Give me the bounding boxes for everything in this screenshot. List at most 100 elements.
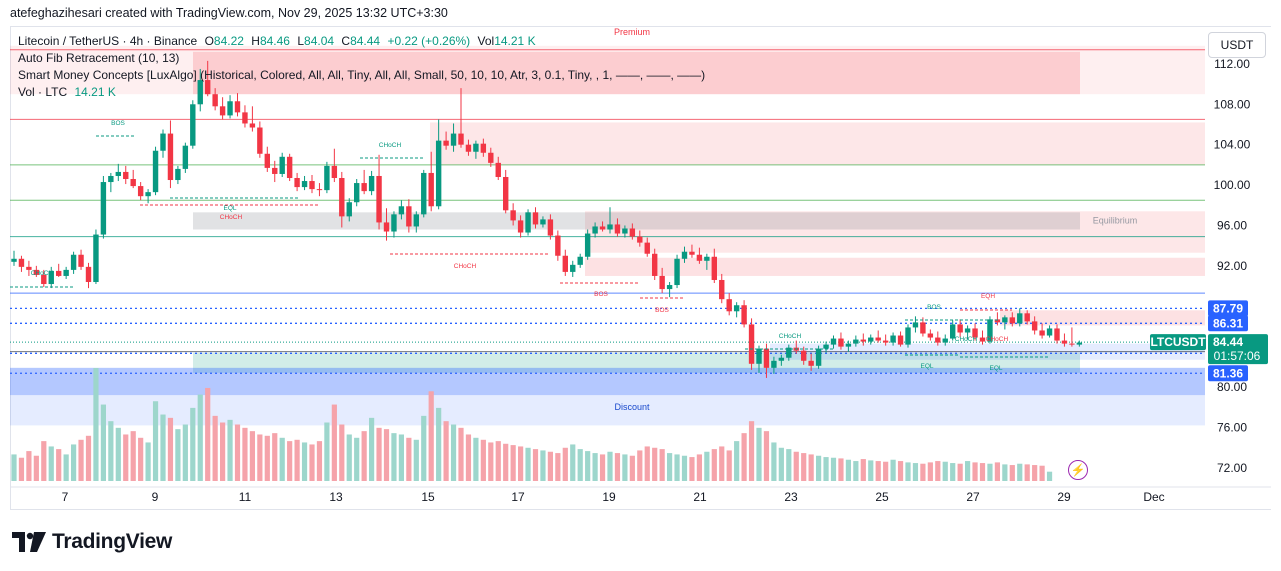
volume-bar: [525, 447, 531, 481]
smc-label-choch: CHoCH: [955, 336, 978, 343]
legend-vol-value: 14.21 K: [494, 34, 536, 48]
candle-body: [242, 112, 248, 124]
candle-body: [301, 181, 308, 188]
price-tag-bg: [1208, 365, 1248, 382]
volume-bar: [406, 437, 412, 481]
smc-label-eql: EQL: [920, 363, 933, 370]
volume-bar: [242, 427, 248, 481]
lightning-icon[interactable]: ⚡: [1068, 460, 1088, 480]
candle-body: [726, 299, 732, 312]
volume-bar: [890, 459, 896, 481]
candle-body: [78, 254, 84, 267]
candle-body: [517, 220, 524, 233]
equilibrium-zone: [193, 212, 1080, 230]
candle-body: [48, 270, 54, 285]
legend-c-label: C: [341, 34, 351, 48]
volume-bar: [883, 461, 889, 481]
volume-bar: [667, 453, 673, 481]
candle-body: [368, 175, 375, 192]
candle-body: [465, 144, 472, 152]
volume-bar: [421, 415, 427, 481]
volume-bar: [465, 434, 472, 481]
discount-zone-green: [193, 352, 1080, 373]
x-tick-label: 29: [1057, 490, 1071, 504]
volume-bar: [719, 446, 725, 481]
volume-bar: [823, 457, 829, 481]
y-tick-label: 108.00: [1214, 97, 1251, 111]
volume-bar: [100, 404, 106, 481]
volume-bar: [681, 455, 688, 481]
volume-bar: [659, 449, 665, 481]
candle-body: [1069, 343, 1075, 345]
candle-body: [771, 360, 777, 368]
candle-body: [100, 182, 107, 235]
x-tick-label: 11: [239, 490, 252, 504]
volume-bar: [637, 450, 643, 481]
candle-body: [398, 206, 405, 215]
x-tick-label: 25: [875, 490, 889, 504]
legend-indicator-fib[interactable]: Auto Fib Retracement (10, 13): [18, 51, 180, 65]
smc-label-choch: CHoCH: [779, 333, 802, 340]
legend-volume-label: Vol · LTC: [18, 85, 68, 99]
volume-bar: [748, 421, 755, 481]
candle-body: [652, 253, 658, 276]
candle-body: [167, 133, 174, 181]
x-tick-label: 23: [784, 490, 798, 504]
volume-bar: [793, 451, 799, 481]
volume-bar: [838, 458, 844, 481]
volume-bar: [547, 451, 553, 481]
y-tick-label: 76.00: [1217, 420, 1247, 434]
smc-label-bos: BOS: [655, 307, 669, 314]
x-tick-label: 15: [421, 490, 435, 504]
y-tick-label: 100.00: [1214, 178, 1251, 192]
tradingview-logo-text: TradingView: [52, 530, 173, 553]
candle-body: [897, 335, 904, 345]
volume-bar: [1009, 465, 1015, 481]
volume-bar: [510, 445, 516, 481]
candle-body: [264, 153, 270, 168]
candle-body: [93, 234, 99, 283]
currency-button[interactable]: USDT: [1208, 32, 1266, 58]
candle-body: [137, 186, 144, 197]
volume-bar: [629, 455, 635, 481]
legend-symbol[interactable]: Litecoin / TetherUS · 4h · Binance: [18, 34, 198, 48]
volume-bar: [249, 431, 255, 481]
legend-indicator-volume[interactable]: Vol · LTC 14.21 K: [18, 85, 116, 99]
volume-bar: [950, 463, 956, 481]
volume-bar: [540, 450, 546, 481]
candle-body: [376, 175, 382, 223]
legend-indicator-smc[interactable]: Smart Money Concepts [LuxAlgo] (Historic…: [18, 68, 706, 82]
volume-bar: [130, 431, 136, 481]
candle-body: [1031, 321, 1038, 331]
candle-body: [257, 127, 263, 154]
volume-bar: [220, 422, 226, 481]
volume-bar: [585, 451, 591, 481]
volume-bar: [369, 417, 375, 481]
volume-bar: [190, 407, 196, 481]
legend-l-label: L: [297, 34, 305, 48]
candle-body: [1076, 342, 1083, 345]
volume-bar: [816, 455, 822, 481]
candle-body: [41, 274, 47, 285]
x-tick-label: Dec: [1143, 490, 1164, 504]
volume-bar: [607, 451, 613, 481]
volume-bar: [577, 449, 583, 481]
legend-h-label: H: [251, 34, 260, 48]
volume-bar: [473, 437, 479, 481]
candle-body: [108, 175, 114, 183]
volume-bar: [331, 404, 337, 481]
candle-body: [994, 319, 1001, 323]
candle-body: [361, 183, 367, 192]
candle-body: [592, 226, 598, 234]
candle-body: [123, 171, 129, 180]
candle-body: [503, 176, 509, 211]
x-tick-label: 7: [62, 490, 69, 504]
volume-bar: [93, 368, 99, 481]
volume-bar: [428, 391, 434, 481]
candle-body: [435, 140, 442, 207]
order-block-red-1: [430, 122, 1205, 165]
candle-body: [1009, 317, 1015, 324]
volume-bar: [972, 462, 978, 481]
order-block-red-3: [585, 257, 1205, 276]
